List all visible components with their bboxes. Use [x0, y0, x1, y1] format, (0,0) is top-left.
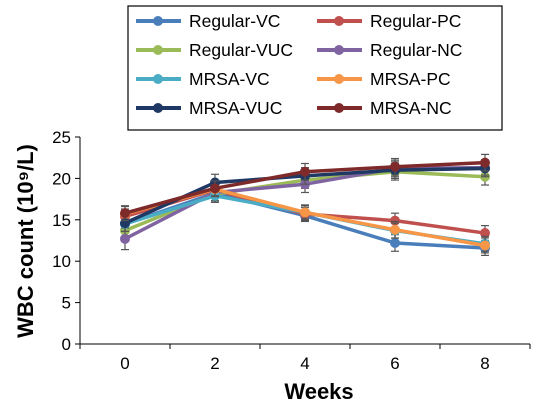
- x-tick-label: 4: [300, 354, 309, 373]
- legend-item-regular-vuc: Regular-VUC: [136, 40, 293, 60]
- x-tick-label: 6: [390, 354, 399, 373]
- series-layer: [120, 153, 490, 257]
- x-tick-label: 2: [210, 354, 219, 373]
- data-point: [390, 224, 400, 235]
- legend-marker: [334, 16, 344, 26]
- legend: Regular-VC Regular-PC Regular-VUC Regular-N…: [127, 5, 503, 131]
- legend-label: Regular-VUC: [189, 40, 293, 60]
- legend-item-mrsa-vc: MRSA-VC: [136, 69, 270, 89]
- data-point: [480, 228, 490, 239]
- y-tick-label: 0: [62, 335, 71, 354]
- legend-marker: [153, 16, 163, 26]
- legend-box: [127, 5, 503, 131]
- legend-label: Regular-NC: [370, 40, 462, 60]
- legend-label: MRSA-NC: [370, 98, 452, 118]
- legend-marker: [153, 103, 163, 113]
- legend-item-mrsa-vuc: MRSA-VUC: [136, 98, 282, 118]
- data-point: [210, 183, 220, 194]
- data-point: [120, 233, 130, 244]
- x-tick-label: 0: [120, 354, 129, 373]
- y-tick-label: 15: [52, 211, 71, 230]
- data-point: [300, 207, 310, 218]
- legend-label: MRSA-PC: [370, 69, 451, 89]
- legend-item-regular-pc: Regular-PC: [317, 11, 461, 31]
- data-point: [120, 208, 130, 219]
- legend-item-regular-nc: Regular-NC: [317, 40, 462, 60]
- legend-label: Regular-PC: [370, 11, 461, 31]
- axes: 0 5 10 15 20 25 0 2 4 6 8: [52, 128, 531, 373]
- data-point: [390, 237, 400, 248]
- x-axis-title: Weeks: [284, 379, 353, 404]
- series-mrsa-nc: [120, 153, 490, 222]
- x-tick-label: 8: [480, 354, 489, 373]
- data-point: [390, 161, 400, 172]
- data-point: [300, 166, 310, 177]
- legend-marker: [334, 45, 344, 55]
- legend-label: MRSA-VUC: [189, 98, 282, 118]
- legend-marker: [334, 74, 344, 84]
- legend-item-mrsa-pc: MRSA-PC: [317, 69, 451, 89]
- legend-label: MRSA-VC: [189, 69, 270, 89]
- legend-marker: [334, 103, 344, 113]
- y-tick-label: 5: [62, 294, 71, 313]
- data-point: [480, 240, 490, 251]
- y-tick-label: 20: [52, 169, 71, 188]
- legend-marker: [153, 45, 163, 55]
- y-axis-title: WBC count (10⁹/L): [13, 144, 38, 338]
- legend-label: Regular-VC: [189, 11, 280, 31]
- y-tick-label: 25: [52, 128, 71, 147]
- y-tick-label: 10: [52, 252, 71, 271]
- legend-item-regular-vc: Regular-VC: [136, 11, 280, 31]
- legend-marker: [153, 74, 163, 84]
- legend-item-mrsa-nc: MRSA-NC: [317, 98, 452, 118]
- data-point: [480, 157, 490, 168]
